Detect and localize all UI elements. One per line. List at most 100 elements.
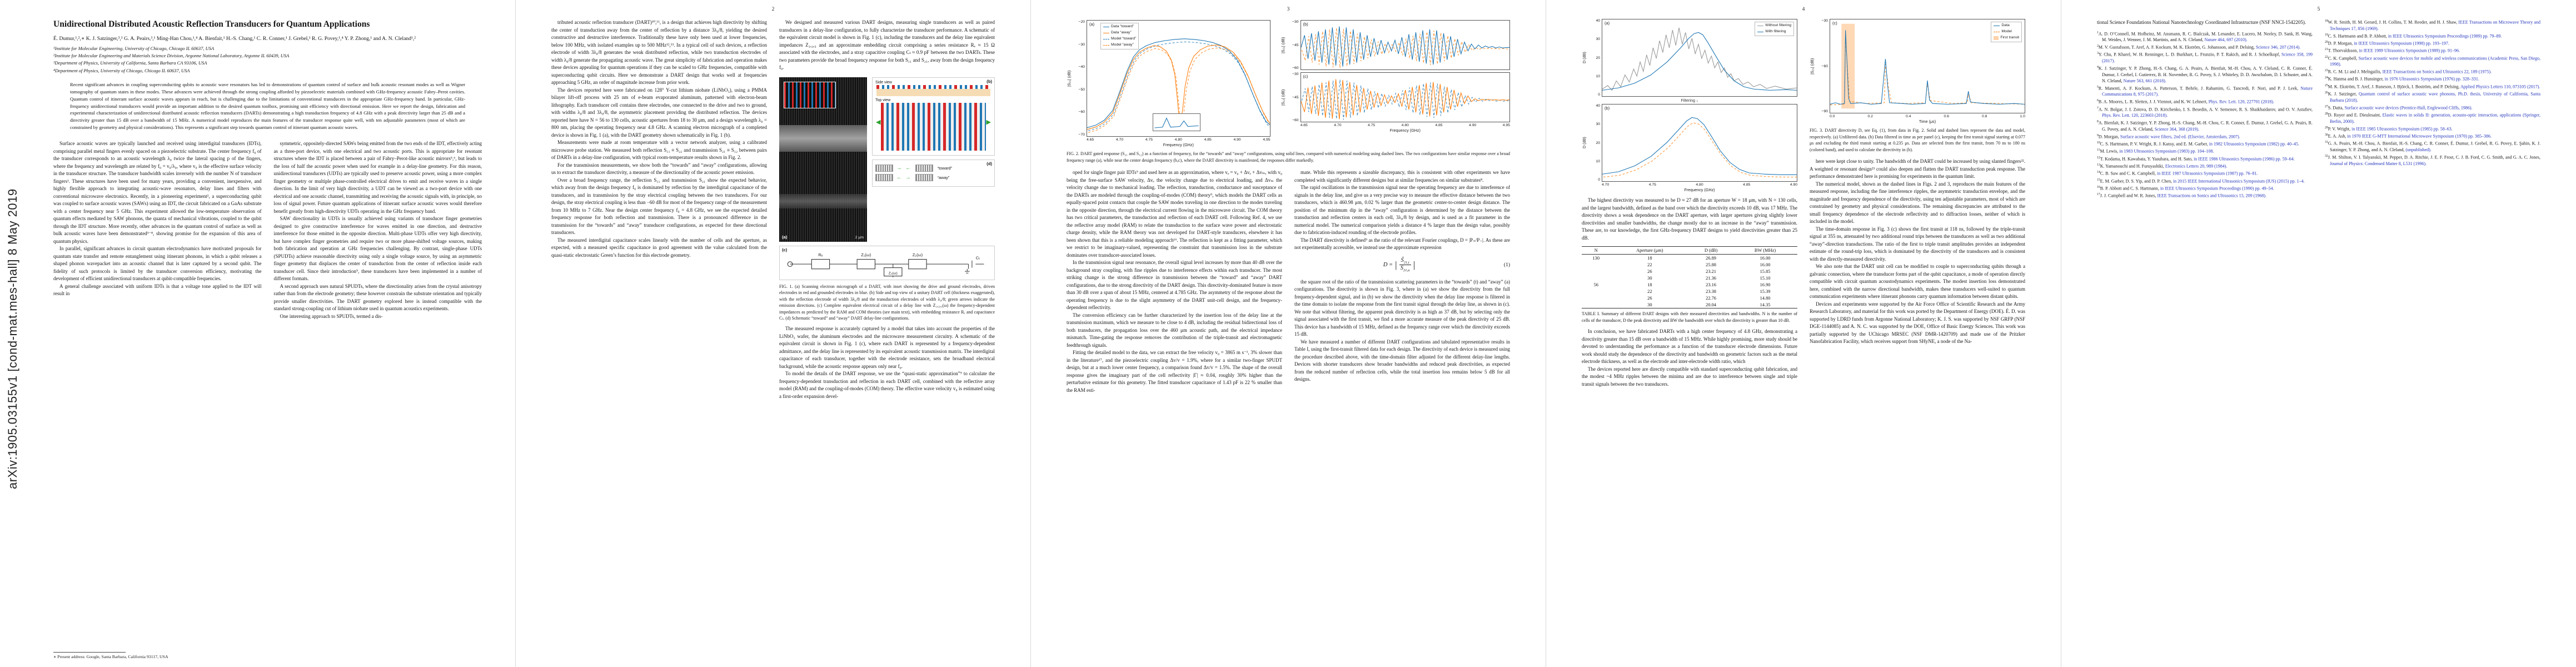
fig2c-curves (1301, 73, 1509, 122)
fig2-panel-a: |S₂₁| (dB) −20 −30 −40 −50 −60 −70 (a) (1067, 20, 1270, 147)
reference: 7A. N. Bolgar, J. I. Zotova, D. D. Kiric… (2097, 106, 2313, 119)
reference: 2M. V. Gustafsson, T. Aref, A. F. Kockum… (2097, 44, 2313, 51)
tick-label: −70 (1078, 132, 1085, 137)
fig3b-curves (1602, 104, 1797, 181)
equation-fraction: S̃21,t S̃21,a (1399, 257, 1411, 273)
reference-authors: A. D. O’Connell, M. Hofheinz, M. Ansmann… (2098, 31, 2313, 43)
fig1-side-view (876, 84, 990, 96)
body-paragraph: The rapid oscillations in the transmissi… (1294, 185, 1510, 236)
cell-bandwidth: 16.00 (1760, 255, 1771, 261)
page4-col2-text: here were kept close to unity. The bandw… (1810, 158, 2025, 346)
body-paragraph: The conversion efficiency can be further… (1067, 312, 1282, 348)
reference-authors: B. P. Abbott and C. S. Hartmann, (2100, 186, 2159, 191)
figure-3-caption: FIG. 3. DART directivity D, see Eq. (1),… (1810, 128, 2025, 152)
cell-directivity: 26.89 (1706, 255, 1716, 261)
author-list: É. Dumur,¹,²,∗ K. J. Satzinger,³,¹ G. A.… (53, 36, 416, 42)
body-paragraph: tributed acoustic reflection transducer … (551, 19, 767, 85)
body-paragraph: The measured interdigital capacitance sc… (551, 237, 767, 258)
tick-label: −60 (1821, 64, 1828, 68)
tick-label: 4.75 (1367, 123, 1376, 127)
cell-bandwidth: 16.90 (1760, 282, 1771, 287)
dart-block (875, 173, 893, 181)
cell-aperture: 18 (1647, 255, 1652, 261)
page2-column-2: We designed and measured various DART de… (779, 19, 995, 400)
tick-label: −30 (1821, 19, 1828, 23)
tick-label: 4.85 (1435, 123, 1443, 127)
table-header: BW (MHz) (1733, 246, 1797, 255)
panel-letter: (a) (1089, 22, 1095, 27)
y-axis-ticks: 40 30 20 10 0 (1588, 19, 1602, 97)
cell-bandwidth: 14.35 (1760, 302, 1771, 307)
reference-authors: R. C. M. Li and J. Melngailis, (2328, 69, 2381, 74)
x-axis-label: Time (μs) (1919, 119, 1936, 124)
body-paragraph: The devices reported here are directly c… (1582, 366, 1797, 387)
reference-link: Electronics Letters 20, 989 (1984). (2165, 163, 2228, 169)
circuit-label-z2: Z₂(ω) (913, 252, 923, 257)
fig1-sem-band (779, 125, 867, 152)
reference-number: 12 (2097, 156, 2100, 160)
reference-link: in IEEE 1987 Ultrasonics Symposium (1987… (2157, 171, 2258, 176)
affiliation-line: ⁴Department of Physics, University of Ch… (53, 67, 190, 73)
cell-n: 56 (1593, 282, 1598, 287)
tick-label: 4.80 (1174, 138, 1182, 142)
tick-label: 4.65 (1300, 123, 1308, 127)
reference: 19C. S. Hartmann and B. P. Abbott, in IE… (2325, 33, 2540, 39)
reference-authors: C. S. Hartmann, P. V. Wright, R. J. Kans… (2100, 141, 2208, 147)
reference: 30E. A. Ash, in 1970 IEEE G-MTT Internat… (2325, 133, 2540, 140)
reference-number: 23 (2325, 69, 2328, 73)
reference-authors: D. P. Morgan, (2328, 41, 2353, 46)
y-axis-ticks: −30 −45 −60 (1287, 72, 1301, 122)
reference-number: 27 (2325, 104, 2328, 108)
body-paragraph: A general challenge associated with unif… (53, 283, 262, 297)
page5-column-1: tional Science Foundations National Nano… (2097, 19, 2313, 200)
figure-1: (a) 2 μm (b) Side view T (779, 77, 995, 322)
reference-number: 19 (2325, 33, 2328, 37)
reference: 18W. R. Smith, H. M. Gerard, J. H. Colli… (2325, 19, 2540, 32)
figure-3-panel-c: |S₂₁| (dB) −30 −60 −90 (c) (1810, 19, 2025, 124)
body-paragraph: We have measured a number of different D… (1294, 339, 1510, 382)
x-axis-label: Frequency (GHz) (1163, 142, 1194, 147)
reference-authors: T. Thorvaldsson, (2328, 48, 2358, 53)
reference-number: 14 (2097, 171, 2100, 175)
page3-col2-before-eq: mate. While this represents a sizeable d… (1294, 169, 1510, 252)
circuit-label-z1: Z₁(ω) (861, 252, 871, 257)
tick-label: 20 (1596, 56, 1600, 60)
reference-authors: G. A. Peairs, M.-H. Chou, A. Bienfait, H… (2328, 141, 2540, 153)
cell-directivity: 22.76 (1706, 295, 1716, 301)
table-header: D (dB) (1689, 246, 1733, 255)
reference-authors: C. B. Saw and C. K. Campbell, (2100, 171, 2156, 176)
reference-number: 5 (2097, 85, 2099, 89)
reference-number: 3 (2097, 52, 2099, 56)
reference-link: in 1970 IEEE G-MTT International Microwa… (2347, 133, 2492, 139)
tick-label: 4.80 (1401, 123, 1409, 127)
fig2-legend: Data “toward” Data “away” Model “toward”… (1100, 23, 1139, 49)
circuit-label-re: Rₑ (818, 252, 823, 257)
reference-link: Nature 563, 661 (2018). (2123, 78, 2166, 83)
table-1: N Aperture (μm) D (dB) BW (MHz) 130 (1582, 246, 1797, 308)
references-column-2: 18W. R. Smith, H. M. Gerard, J. H. Colli… (2325, 19, 2540, 167)
body-paragraph: symmetric, oppositely-directed SAWs bein… (273, 141, 482, 214)
footnote-text: ∗ Present address: Google, Santa Barbara… (53, 654, 168, 659)
reference: 12T. Kodama, H. Kawabata, Y. Yasuhara, a… (2097, 156, 2313, 162)
reference: 14C. B. Saw and C. K. Campbell, in IEEE … (2097, 170, 2313, 177)
reference-link: Elastic waves in solids II: generation, … (2330, 112, 2541, 124)
cell-n (1582, 268, 1611, 275)
fig1-schematic: (b) Side view Top view ◀ ▶ (872, 77, 995, 156)
legend-label: Model “toward” (1111, 36, 1137, 41)
tick-label: 4.70 (1115, 138, 1124, 142)
reference-link: Surface acoustic wave filters, 2nd ed. (… (2120, 134, 2240, 140)
body-paragraph: In conclusion, we have fabricated DARTs … (1582, 328, 1797, 365)
reference-link: in IEEE 1989 Ultrasonics Symposium (1989… (2359, 48, 2460, 53)
affiliations: ¹Institute for Molecular Engineering, Un… (53, 45, 482, 74)
x-axis-label: Frequency (GHz) (1389, 128, 1421, 133)
reference-authors: E. M. Garber, D. S. Yip, and D. P. Chen, (2100, 178, 2172, 184)
cell-n (1582, 295, 1611, 301)
reference: 10C. S. Hartmann, P. V. Wright, R. J. Ka… (2097, 141, 2313, 147)
tick-label: −40 (1078, 65, 1085, 69)
reference: 15E. M. Garber, D. S. Yip, and D. P. Che… (2097, 178, 2313, 185)
reference-number: 21 (2325, 48, 2328, 52)
reference: 20D. P. Morgan, in IEEE Ultrasonics Symp… (2325, 40, 2540, 47)
tick-label: 4.70 (1602, 183, 1610, 187)
body-paragraph: One interesting approach to SPUDTs, term… (280, 313, 383, 319)
reference: 1A. D. O’Connell, M. Hofheinz, M. Ansman… (2097, 31, 2313, 43)
